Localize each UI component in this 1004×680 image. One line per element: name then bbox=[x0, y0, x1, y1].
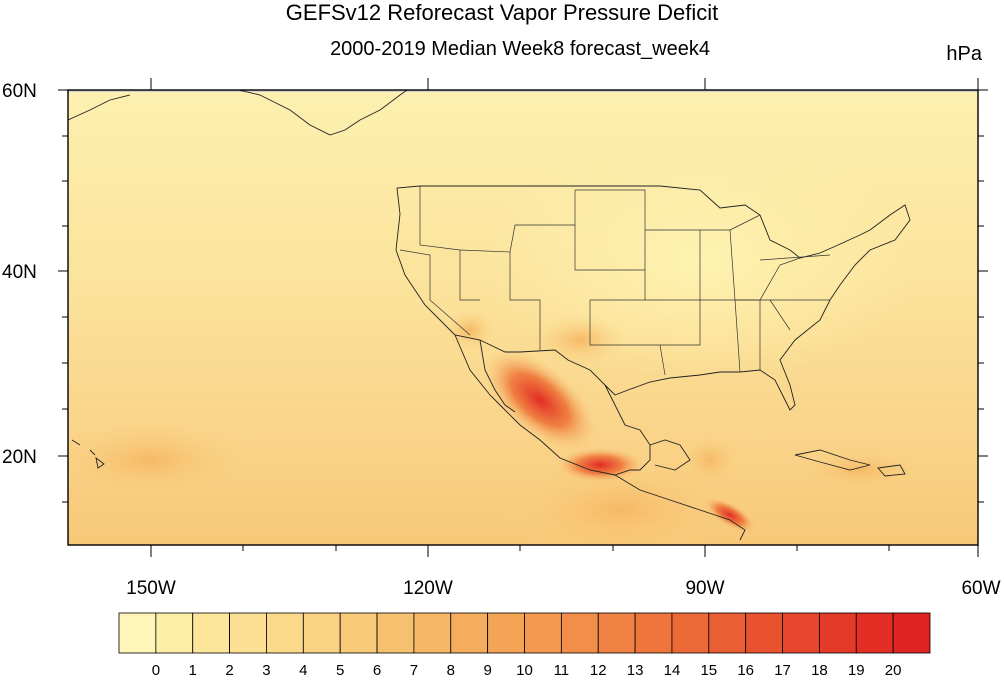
colorbar-label: 5 bbox=[336, 662, 344, 679]
colorbar-label: 4 bbox=[299, 662, 307, 679]
colorbar-swatch bbox=[339, 612, 378, 654]
colorbar: 0 1 2 3 4 5 6 7 8 9 10 11 12 13 14 15 16 17 18 19 20 bbox=[118, 612, 931, 679]
mexico-hot-region bbox=[481, 347, 599, 453]
colorbar-label: 20 bbox=[885, 662, 902, 679]
colorbar-label: 12 bbox=[590, 662, 607, 679]
lat-label-60n: 60N bbox=[2, 81, 37, 102]
plot-area bbox=[68, 90, 978, 545]
colorbar-label: 18 bbox=[811, 662, 828, 679]
central-america-hot-region bbox=[703, 496, 757, 534]
colorbar-swatch bbox=[192, 612, 230, 654]
colorbar-swatch bbox=[376, 612, 415, 654]
colorbar-swatch bbox=[782, 612, 820, 654]
colorbar-swatch bbox=[597, 612, 636, 654]
colorbar-swatch bbox=[524, 612, 562, 654]
colorbar-label: 14 bbox=[664, 662, 681, 679]
colorbar-swatch bbox=[671, 612, 710, 654]
units-label: hPa bbox=[946, 43, 982, 65]
state-borders bbox=[399, 186, 831, 376]
colorbar-swatch bbox=[634, 612, 673, 654]
colorbar-label: 13 bbox=[627, 662, 644, 679]
colorbar-swatch bbox=[118, 612, 157, 654]
colorbar-label: 16 bbox=[737, 662, 754, 679]
caribbean-warm-region bbox=[800, 450, 920, 490]
colorbar-label: 1 bbox=[189, 662, 197, 679]
lat-label-40n: 40N bbox=[2, 262, 37, 283]
colorbar-label: 19 bbox=[848, 662, 865, 679]
lat-label-20n: 20N bbox=[2, 447, 37, 468]
lon-label-60w: 60W bbox=[961, 578, 1000, 599]
map-subtitle: 2000-2019 Median Week8 forecast_week4 bbox=[330, 38, 710, 60]
colorbar-swatch bbox=[229, 612, 267, 654]
colorbar-label: 0 bbox=[152, 662, 160, 679]
colorbar-swatch bbox=[745, 612, 783, 654]
colorbar-swatch bbox=[450, 612, 489, 654]
colorbar-label: 9 bbox=[483, 662, 491, 679]
pacific-warm-region bbox=[500, 460, 740, 545]
colorbar-swatch bbox=[413, 612, 452, 654]
colorbar-swatch bbox=[487, 612, 525, 654]
lon-label-150w: 150W bbox=[126, 578, 176, 599]
colorbar-swatch bbox=[819, 612, 857, 654]
colorbar-label: 7 bbox=[410, 662, 418, 679]
map-title: GEFSv12 Reforecast Vapor Pressure Defici… bbox=[285, 0, 719, 25]
colorbar-label: 3 bbox=[262, 662, 270, 679]
missing-data-strip bbox=[68, 90, 978, 92]
colorbar-label: 15 bbox=[700, 662, 717, 679]
colorbar-label: 17 bbox=[774, 662, 791, 679]
yucatan-warm-region bbox=[680, 435, 740, 485]
colorbar-label: 8 bbox=[447, 662, 455, 679]
colorbar-swatch bbox=[266, 612, 304, 654]
colorbar-swatch bbox=[155, 612, 194, 654]
central-pacific-warm-region bbox=[68, 420, 250, 500]
colorbar-label: 10 bbox=[516, 662, 533, 679]
colorbar-swatch bbox=[892, 612, 931, 654]
colorbar-label: 2 bbox=[225, 662, 233, 679]
coastlines bbox=[68, 90, 911, 541]
colorbar-swatch bbox=[708, 612, 747, 654]
lon-label-120w: 120W bbox=[403, 578, 453, 599]
colorbar-swatch bbox=[302, 612, 341, 654]
colorbar-swatch bbox=[855, 612, 894, 654]
new-mexico-warm-region bbox=[535, 315, 625, 365]
colorbar-label: 11 bbox=[554, 662, 570, 679]
central-mexico-hot-region bbox=[555, 447, 645, 483]
colorbar-swatch bbox=[560, 612, 599, 654]
colorbar-label: 6 bbox=[373, 662, 381, 679]
axis-ticks bbox=[58, 78, 988, 557]
lon-label-90w: 90W bbox=[685, 578, 724, 599]
